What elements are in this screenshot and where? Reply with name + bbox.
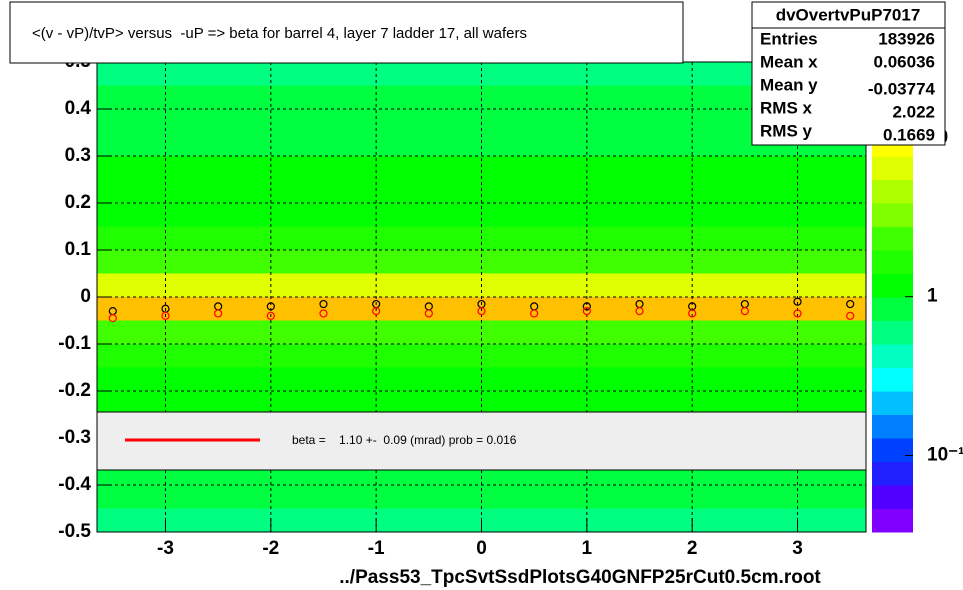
x-tick-label: 0 bbox=[476, 538, 487, 559]
colorbar-step bbox=[872, 250, 913, 274]
colorbar-step bbox=[872, 179, 913, 204]
profile-point bbox=[108, 314, 117, 323]
profile-point bbox=[740, 307, 749, 316]
chart-title: <(v - vP)/tvP> versus -uP => beta for ba… bbox=[32, 25, 527, 42]
heatmap-row bbox=[97, 156, 866, 180]
colorbar-step bbox=[872, 273, 913, 298]
colorbar-step bbox=[872, 485, 913, 509]
profile-point bbox=[266, 311, 275, 320]
heatmap-row bbox=[97, 132, 866, 156]
heatmap-row bbox=[97, 344, 866, 368]
x-tick-label: -1 bbox=[368, 538, 385, 559]
y-tick-label: 0.4 bbox=[65, 98, 92, 119]
x-tick-label: -3 bbox=[157, 538, 174, 559]
profile-point bbox=[635, 307, 644, 316]
y-tick-label: 0 bbox=[80, 286, 91, 307]
stats-value: 0.06036 bbox=[874, 52, 935, 71]
heatmap-row bbox=[97, 179, 866, 203]
legend-text: beta = 1.10 +- 0.09 (mrad) prob = 0.016 bbox=[292, 433, 517, 447]
stats-value: -0.03774 bbox=[868, 79, 936, 98]
stats-label: Mean x bbox=[760, 52, 818, 71]
z-tick-label: 1 bbox=[927, 286, 938, 307]
profile-point bbox=[582, 307, 591, 316]
stats-title: dvOvertvPuP7017 bbox=[776, 5, 921, 24]
colorbar-step bbox=[872, 367, 913, 392]
profile-point bbox=[846, 299, 855, 309]
x-axis-label: ../Pass53_TpcSvtSsdPlotsG40GNFP25rCut0.5… bbox=[339, 567, 821, 588]
y-tick-label: 0.1 bbox=[65, 239, 92, 260]
colorbar-step bbox=[872, 203, 913, 227]
colorbar-step bbox=[872, 226, 913, 251]
colorbar-step bbox=[872, 391, 913, 415]
profile-point bbox=[424, 309, 433, 318]
y-tick-label: 0.2 bbox=[65, 192, 91, 213]
profile-point bbox=[319, 309, 328, 318]
profile-point bbox=[266, 302, 275, 311]
x-tick-label: 1 bbox=[582, 538, 593, 559]
profile-point bbox=[477, 307, 486, 316]
colorbar-step bbox=[872, 156, 913, 180]
y-tick-label: -0.2 bbox=[58, 380, 91, 401]
y-tick-label: 0.3 bbox=[65, 145, 91, 166]
profile-point bbox=[688, 309, 697, 318]
y-tick-label: -0.5 bbox=[58, 521, 91, 542]
stats-label: RMS y bbox=[760, 121, 813, 140]
stats-box bbox=[751, 1, 946, 146]
colorbar-step bbox=[872, 414, 913, 439]
x-tick-label: 3 bbox=[792, 538, 803, 559]
profile-point bbox=[793, 297, 802, 306]
y-tick-label: -0.3 bbox=[58, 427, 91, 448]
stats-value: 2.022 bbox=[892, 102, 935, 121]
heatmap-row bbox=[97, 109, 866, 133]
stats-label: Mean y bbox=[760, 75, 818, 94]
profile-point bbox=[530, 309, 539, 318]
title-box bbox=[9, 1, 684, 64]
stats-value: 0.1669 bbox=[883, 125, 935, 144]
profile-point bbox=[372, 307, 381, 316]
profile-point bbox=[846, 311, 855, 320]
profile-point bbox=[793, 309, 802, 318]
heatmap-row bbox=[97, 391, 866, 415]
colorbar-step bbox=[872, 508, 913, 533]
profile-point bbox=[161, 311, 170, 320]
colorbar-step bbox=[872, 320, 913, 345]
profile-point bbox=[214, 309, 223, 318]
profile-point bbox=[319, 299, 328, 309]
stats-value: 183926 bbox=[878, 29, 935, 48]
y-tick-label: -0.1 bbox=[58, 333, 91, 354]
heatmap-row bbox=[97, 85, 866, 109]
x-tick-label: 2 bbox=[687, 538, 698, 559]
heatmap-row bbox=[97, 367, 866, 391]
x-tick-label: -2 bbox=[262, 538, 279, 559]
stats-label: RMS x bbox=[760, 98, 813, 117]
colorbar-step bbox=[872, 461, 913, 486]
colorbar-step bbox=[872, 344, 913, 368]
colorbar-step bbox=[872, 438, 913, 462]
heatmap-row bbox=[97, 62, 866, 86]
colorbar-step bbox=[872, 297, 913, 321]
profile-point bbox=[582, 302, 591, 311]
overlays: beta = 1.10 +- 0.09 (mrad) prob = 0.016 … bbox=[9, 1, 946, 588]
y-tick-label: -0.4 bbox=[58, 474, 91, 495]
stats-label: Entries bbox=[760, 29, 818, 48]
z-tick-label: 10⁻¹ bbox=[927, 445, 963, 466]
